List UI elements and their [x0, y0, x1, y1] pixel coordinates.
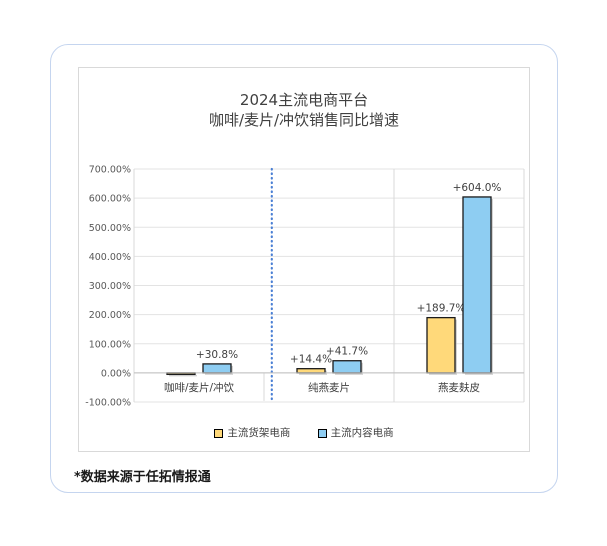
data-label: +189.7%: [417, 303, 466, 315]
legend-swatch-content: [317, 428, 327, 438]
data-label: +30.8%: [196, 349, 238, 361]
y-tick-label: 0.00%: [101, 368, 131, 379]
bar-shelf: [426, 316, 456, 374]
legend-item-content: 主流内容电商: [317, 425, 394, 440]
bar-content: [202, 363, 232, 374]
footnote: *数据来源于任拓情报通: [74, 470, 211, 485]
bar-shelf: [296, 368, 326, 374]
data-label: +604.0%: [453, 182, 502, 194]
y-tick-label: 300.00%: [89, 281, 131, 292]
x-category-label: 燕麦麸皮: [438, 381, 480, 394]
legend-swatch-shelf: [214, 428, 224, 438]
data-label: +41.7%: [326, 346, 368, 358]
y-tick-label: 400.00%: [89, 252, 131, 263]
y-tick-label: 600.00%: [89, 194, 131, 205]
chart-title-line2: 咖啡/麦片/冲饮销售同比增速: [208, 111, 400, 129]
x-category-label: 咖啡/麦片/冲饮: [164, 381, 235, 394]
y-tick-label: 200.00%: [89, 310, 131, 321]
data-label: +14.4%: [290, 354, 332, 366]
legend-label-content: 主流内容电商: [330, 427, 394, 439]
chart-title-line1: 2024主流电商平台: [239, 91, 369, 109]
x-category-label: 纯燕麦片: [308, 381, 350, 394]
bar-chart: -100.00% 0.00% 100.00% 200.00% 300.00% 400.00…: [85, 165, 525, 409]
chart-area: 2024主流电商平台 咖啡/麦片/冲饮销售同比增速 -100.00% 0.00% 1…: [78, 67, 530, 452]
chart-legend: 主流货架电商 主流内容电商: [79, 425, 529, 440]
y-tick-label: 100.00%: [89, 339, 131, 350]
y-tick-label: -100.00%: [85, 398, 131, 409]
y-tick-label: 700.00%: [89, 165, 131, 176]
legend-item-shelf: 主流货架电商: [214, 425, 290, 440]
legend-label-shelf: 主流货架电商: [227, 427, 291, 439]
y-tick-label: 500.00%: [89, 223, 131, 234]
bar-content: [462, 196, 492, 374]
bar-shadow: [169, 374, 197, 377]
bar-content: [332, 360, 362, 374]
